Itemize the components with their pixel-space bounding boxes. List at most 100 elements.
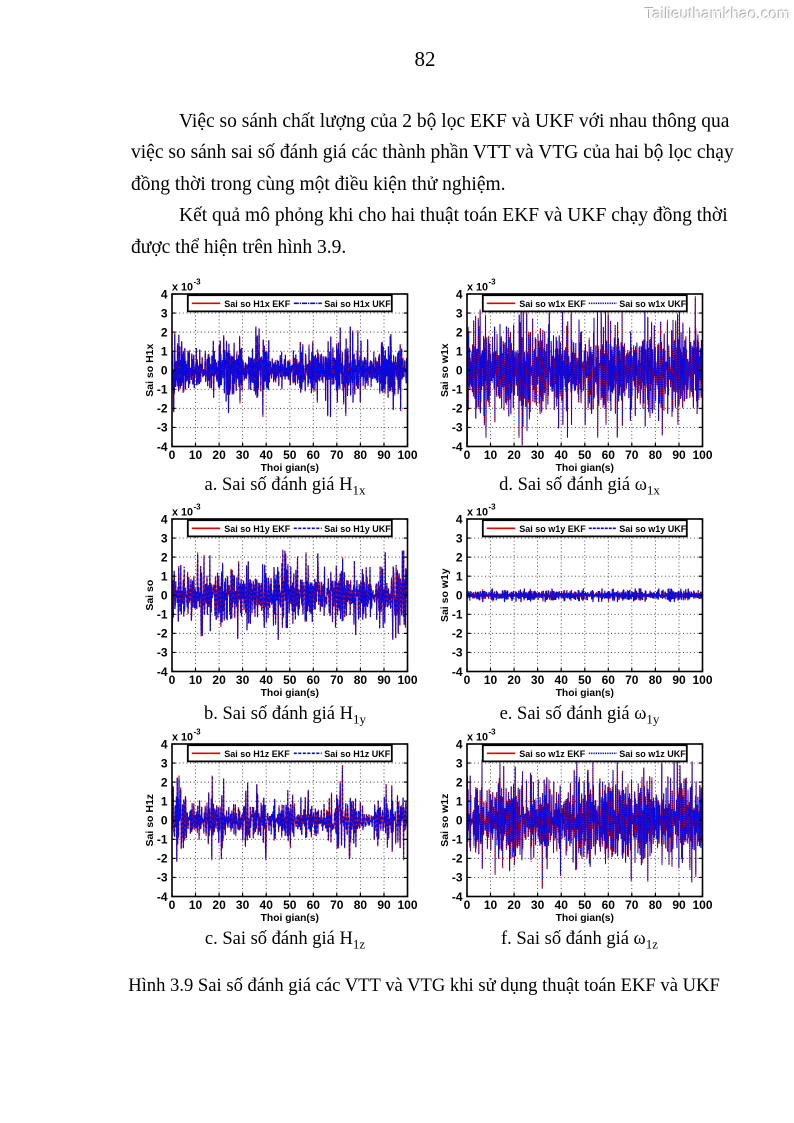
- svg-text:-1: -1: [451, 383, 462, 397]
- svg-text:20: 20: [507, 448, 521, 462]
- svg-text:4: 4: [161, 737, 168, 751]
- svg-text:-3: -3: [488, 728, 496, 737]
- svg-text:90: 90: [377, 448, 391, 462]
- svg-text:60: 60: [307, 448, 321, 462]
- svg-text:50: 50: [283, 448, 297, 462]
- svg-text:70: 70: [625, 448, 639, 462]
- svg-text:100: 100: [397, 673, 417, 687]
- svg-text:1: 1: [161, 570, 168, 584]
- svg-text:-3: -3: [194, 278, 202, 287]
- svg-text:30: 30: [530, 448, 544, 462]
- svg-text:0: 0: [463, 673, 470, 687]
- svg-text:Sai so H1z EKF: Sai so H1z EKF: [224, 749, 290, 759]
- svg-text:-4: -4: [451, 440, 462, 454]
- svg-text:90: 90: [377, 898, 391, 912]
- svg-text:-4: -4: [157, 890, 168, 904]
- svg-text:Thoi gian(s): Thoi gian(s): [555, 688, 613, 699]
- svg-text:50: 50: [283, 673, 297, 687]
- svg-text:50: 50: [578, 448, 592, 462]
- svg-text:-2: -2: [451, 402, 462, 416]
- svg-text:50: 50: [578, 673, 592, 687]
- svg-text:3: 3: [161, 756, 168, 770]
- svg-text:1: 1: [455, 345, 462, 359]
- svg-text:40: 40: [260, 898, 274, 912]
- svg-text:x 10: x 10: [467, 732, 488, 744]
- svg-text:Sai so H1z: Sai so H1z: [144, 794, 156, 847]
- svg-text:-3: -3: [194, 503, 202, 512]
- svg-text:Sai so w1y: Sai so w1y: [439, 568, 451, 622]
- svg-text:Sai so w1y UKF: Sai so w1y UKF: [619, 524, 687, 534]
- svg-text:3: 3: [455, 756, 462, 770]
- svg-text:80: 80: [648, 448, 662, 462]
- svg-text:x 10: x 10: [467, 282, 488, 294]
- svg-text:2: 2: [161, 550, 168, 564]
- svg-text:40: 40: [554, 448, 568, 462]
- svg-text:30: 30: [530, 673, 544, 687]
- svg-text:30: 30: [236, 898, 250, 912]
- svg-text:100: 100: [692, 898, 712, 912]
- svg-text:2: 2: [455, 325, 462, 339]
- svg-text:Sai so w1y EKF: Sai so w1y EKF: [519, 524, 586, 534]
- svg-text:4: 4: [455, 737, 462, 751]
- svg-text:Thoi gian(s): Thoi gian(s): [261, 463, 319, 474]
- svg-text:30: 30: [530, 898, 544, 912]
- svg-text:x 10: x 10: [172, 732, 193, 744]
- svg-text:20: 20: [507, 673, 521, 687]
- svg-text:0: 0: [161, 814, 168, 828]
- svg-text:50: 50: [578, 898, 592, 912]
- svg-text:80: 80: [354, 673, 368, 687]
- svg-text:0: 0: [169, 673, 176, 687]
- svg-text:90: 90: [672, 898, 686, 912]
- svg-text:10: 10: [189, 673, 203, 687]
- svg-text:20: 20: [212, 448, 226, 462]
- svg-text:x 10: x 10: [467, 507, 488, 519]
- svg-text:0: 0: [455, 589, 462, 603]
- svg-text:-3: -3: [488, 503, 496, 512]
- svg-text:Sai so w1x: Sai so w1x: [439, 343, 451, 397]
- svg-text:40: 40: [260, 448, 274, 462]
- svg-text:Sai so H1x: Sai so H1x: [144, 343, 156, 396]
- svg-text:Sai so w1z UKF: Sai so w1z UKF: [619, 749, 686, 759]
- svg-text:80: 80: [354, 898, 368, 912]
- svg-text:2: 2: [455, 550, 462, 564]
- svg-text:Sai so w1z: Sai so w1z: [439, 794, 451, 847]
- svg-text:-3: -3: [451, 871, 462, 885]
- svg-text:40: 40: [260, 673, 274, 687]
- svg-text:90: 90: [377, 673, 391, 687]
- svg-text:30: 30: [236, 673, 250, 687]
- svg-text:Sai so H1x UKF: Sai so H1x UKF: [324, 299, 391, 309]
- svg-text:20: 20: [507, 898, 521, 912]
- svg-text:4: 4: [455, 512, 462, 526]
- svg-text:-1: -1: [157, 833, 168, 847]
- svg-text:100: 100: [692, 673, 712, 687]
- svg-text:-4: -4: [451, 890, 462, 904]
- svg-text:-2: -2: [157, 852, 168, 866]
- svg-text:1: 1: [161, 795, 168, 809]
- svg-text:70: 70: [625, 898, 639, 912]
- svg-text:4: 4: [161, 512, 168, 526]
- svg-text:10: 10: [483, 448, 497, 462]
- svg-text:2: 2: [161, 775, 168, 789]
- svg-text:3: 3: [455, 531, 462, 545]
- svg-text:0: 0: [455, 364, 462, 378]
- svg-text:Thoi gian(s): Thoi gian(s): [555, 913, 613, 924]
- svg-text:-1: -1: [157, 383, 168, 397]
- svg-text:0: 0: [161, 589, 168, 603]
- svg-text:20: 20: [212, 673, 226, 687]
- svg-text:60: 60: [601, 673, 615, 687]
- svg-text:Sai so H1y UKF: Sai so H1y UKF: [324, 524, 391, 534]
- svg-text:30: 30: [236, 448, 250, 462]
- svg-text:-4: -4: [451, 665, 462, 679]
- svg-text:0: 0: [161, 364, 168, 378]
- svg-text:80: 80: [648, 898, 662, 912]
- svg-text:4: 4: [455, 287, 462, 301]
- svg-text:100: 100: [692, 448, 712, 462]
- svg-text:3: 3: [161, 531, 168, 545]
- svg-text:100: 100: [397, 448, 417, 462]
- svg-text:1: 1: [161, 345, 168, 359]
- svg-text:Thoi gian(s): Thoi gian(s): [261, 913, 319, 924]
- svg-text:Sai so H1x EKF: Sai so H1x EKF: [224, 299, 291, 309]
- svg-text:-1: -1: [157, 608, 168, 622]
- svg-text:Sai so w1x EKF: Sai so w1x EKF: [519, 299, 586, 309]
- svg-text:50: 50: [283, 898, 297, 912]
